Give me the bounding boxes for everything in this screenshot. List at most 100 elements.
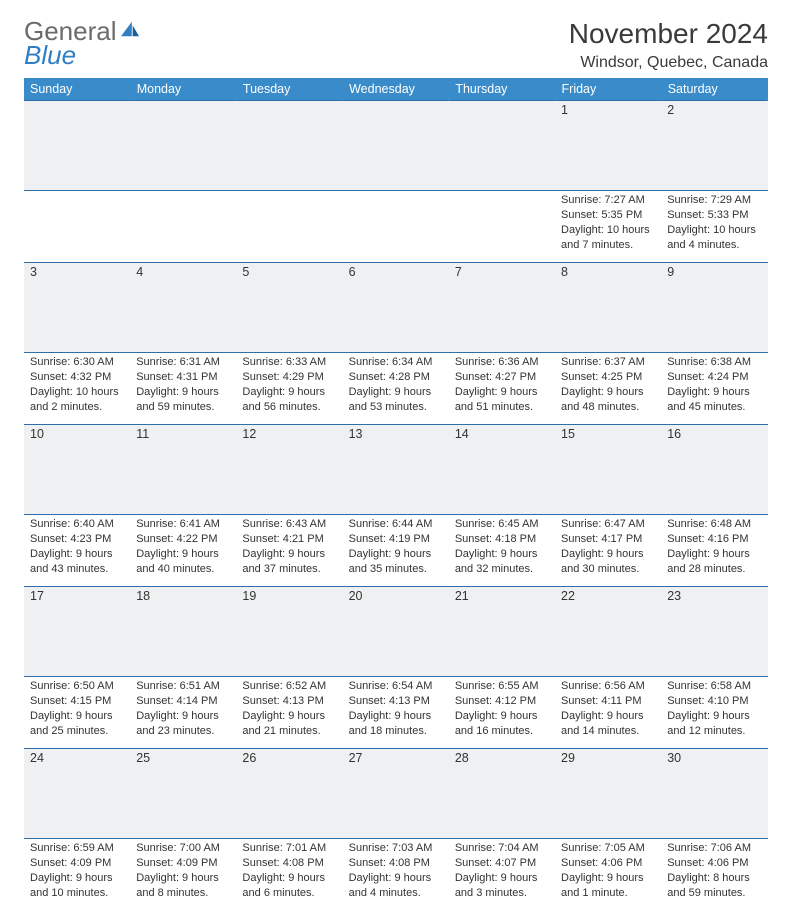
day-number: 21	[449, 587, 555, 605]
sunset-line: Sunset: 4:17 PM	[561, 533, 642, 545]
day-cell: Sunrise: 7:03 AMSunset: 4:08 PMDaylight:…	[343, 839, 449, 911]
sunset-line: Sunset: 4:19 PM	[349, 533, 430, 545]
sunrise-line: Sunrise: 6:44 AM	[349, 518, 433, 530]
day-cell: Sunrise: 6:37 AMSunset: 4:25 PMDaylight:…	[555, 353, 661, 425]
day-details: Sunrise: 7:04 AMSunset: 4:07 PMDaylight:…	[449, 839, 555, 904]
day-number-cell: 25	[130, 749, 236, 839]
day-details: Sunrise: 6:33 AMSunset: 4:29 PMDaylight:…	[236, 353, 342, 418]
daylight-line: Daylight: 9 hours and 56 minutes.	[242, 386, 325, 413]
day-details: Sunrise: 6:51 AMSunset: 4:14 PMDaylight:…	[130, 677, 236, 742]
day-number: 4	[130, 263, 236, 281]
day-cell: Sunrise: 6:30 AMSunset: 4:32 PMDaylight:…	[24, 353, 130, 425]
day-details: Sunrise: 6:50 AMSunset: 4:15 PMDaylight:…	[24, 677, 130, 742]
day-number-cell: 9	[661, 263, 767, 353]
day-number-cell: 21	[449, 587, 555, 677]
day-cell: Sunrise: 6:43 AMSunset: 4:21 PMDaylight:…	[236, 515, 342, 587]
day-number-cell: 11	[130, 425, 236, 515]
sunrise-line: Sunrise: 6:55 AM	[455, 680, 539, 692]
day-number: 18	[130, 587, 236, 605]
day-number: 20	[343, 587, 449, 605]
day-number: 19	[236, 587, 342, 605]
daynum-row: 17181920212223	[24, 587, 768, 677]
weekday-header-row: Sunday Monday Tuesday Wednesday Thursday…	[24, 78, 768, 101]
sunrise-line: Sunrise: 6:34 AM	[349, 356, 433, 368]
daylight-line: Daylight: 9 hours and 6 minutes.	[242, 872, 325, 899]
day-number: 27	[343, 749, 449, 767]
sunrise-line: Sunrise: 7:05 AM	[561, 842, 645, 854]
daylight-line: Daylight: 9 hours and 35 minutes.	[349, 548, 432, 575]
daylight-line: Daylight: 9 hours and 45 minutes.	[667, 386, 750, 413]
sunset-line: Sunset: 4:13 PM	[242, 695, 323, 707]
brand-logo: General Blue	[24, 18, 141, 68]
daylight-line: Daylight: 10 hours and 2 minutes.	[30, 386, 119, 413]
day-number: 24	[24, 749, 130, 767]
empty-day-number	[130, 101, 236, 191]
sunset-line: Sunset: 4:32 PM	[30, 371, 111, 383]
daylight-line: Daylight: 9 hours and 40 minutes.	[136, 548, 219, 575]
day-details: Sunrise: 6:52 AMSunset: 4:13 PMDaylight:…	[236, 677, 342, 742]
day-details: Sunrise: 7:05 AMSunset: 4:06 PMDaylight:…	[555, 839, 661, 904]
day-cell: Sunrise: 7:01 AMSunset: 4:08 PMDaylight:…	[236, 839, 342, 911]
daylight-line: Daylight: 9 hours and 59 minutes.	[136, 386, 219, 413]
day-number-cell: 24	[24, 749, 130, 839]
sunrise-line: Sunrise: 6:36 AM	[455, 356, 539, 368]
empty-day-number	[24, 101, 130, 191]
daylight-line: Daylight: 10 hours and 7 minutes.	[561, 224, 650, 251]
day-number-cell: 23	[661, 587, 767, 677]
daylight-line: Daylight: 9 hours and 43 minutes.	[30, 548, 113, 575]
daylight-line: Daylight: 8 hours and 59 minutes.	[667, 872, 750, 899]
empty-day-number	[449, 101, 555, 191]
day-number: 17	[24, 587, 130, 605]
daylight-line: Daylight: 9 hours and 25 minutes.	[30, 710, 113, 737]
day-number: 9	[661, 263, 767, 281]
sunrise-line: Sunrise: 6:51 AM	[136, 680, 220, 692]
day-number-cell: 15	[555, 425, 661, 515]
day-number-cell: 26	[236, 749, 342, 839]
day-details: Sunrise: 7:01 AMSunset: 4:08 PMDaylight:…	[236, 839, 342, 904]
sunrise-line: Sunrise: 7:29 AM	[667, 194, 751, 206]
week-body-row: Sunrise: 6:30 AMSunset: 4:32 PMDaylight:…	[24, 353, 768, 425]
day-details: Sunrise: 7:06 AMSunset: 4:06 PMDaylight:…	[661, 839, 767, 904]
calendar-wrap: Sunday Monday Tuesday Wednesday Thursday…	[24, 78, 768, 911]
day-number-cell: 17	[24, 587, 130, 677]
day-cell: Sunrise: 6:58 AMSunset: 4:10 PMDaylight:…	[661, 677, 767, 749]
sunrise-line: Sunrise: 7:00 AM	[136, 842, 220, 854]
day-cell: Sunrise: 6:45 AMSunset: 4:18 PMDaylight:…	[449, 515, 555, 587]
day-details: Sunrise: 6:54 AMSunset: 4:13 PMDaylight:…	[343, 677, 449, 742]
day-number-cell: 16	[661, 425, 767, 515]
day-details: Sunrise: 7:29 AMSunset: 5:33 PMDaylight:…	[661, 191, 767, 256]
sail-icon	[119, 20, 141, 38]
daylight-line: Daylight: 9 hours and 32 minutes.	[455, 548, 538, 575]
day-number: 10	[24, 425, 130, 443]
empty-day-cell	[236, 191, 342, 263]
day-details: Sunrise: 6:59 AMSunset: 4:09 PMDaylight:…	[24, 839, 130, 904]
daylight-line: Daylight: 9 hours and 10 minutes.	[30, 872, 113, 899]
day-number: 28	[449, 749, 555, 767]
sunset-line: Sunset: 4:09 PM	[136, 857, 217, 869]
day-number-cell: 13	[343, 425, 449, 515]
day-number: 25	[130, 749, 236, 767]
day-cell: Sunrise: 6:56 AMSunset: 4:11 PMDaylight:…	[555, 677, 661, 749]
daylight-line: Daylight: 9 hours and 30 minutes.	[561, 548, 644, 575]
empty-day-cell	[343, 191, 449, 263]
daylight-line: Daylight: 9 hours and 3 minutes.	[455, 872, 538, 899]
day-number-cell: 10	[24, 425, 130, 515]
sunrise-line: Sunrise: 6:47 AM	[561, 518, 645, 530]
daylight-line: Daylight: 9 hours and 12 minutes.	[667, 710, 750, 737]
daylight-line: Daylight: 10 hours and 4 minutes.	[667, 224, 756, 251]
day-number: 26	[236, 749, 342, 767]
daylight-line: Daylight: 9 hours and 53 minutes.	[349, 386, 432, 413]
week-body-row: Sunrise: 6:59 AMSunset: 4:09 PMDaylight:…	[24, 839, 768, 911]
day-number-cell: 3	[24, 263, 130, 353]
calendar-page: General Blue November 2024 Windsor, Queb…	[0, 0, 792, 911]
sunset-line: Sunset: 4:31 PM	[136, 371, 217, 383]
brand-text: General Blue	[24, 18, 117, 68]
sunrise-line: Sunrise: 6:37 AM	[561, 356, 645, 368]
sunrise-line: Sunrise: 7:04 AM	[455, 842, 539, 854]
sunset-line: Sunset: 4:09 PM	[30, 857, 111, 869]
sunrise-line: Sunrise: 7:27 AM	[561, 194, 645, 206]
sunrise-line: Sunrise: 7:03 AM	[349, 842, 433, 854]
daylight-line: Daylight: 9 hours and 14 minutes.	[561, 710, 644, 737]
day-number-cell: 19	[236, 587, 342, 677]
daynum-row: 10111213141516	[24, 425, 768, 515]
